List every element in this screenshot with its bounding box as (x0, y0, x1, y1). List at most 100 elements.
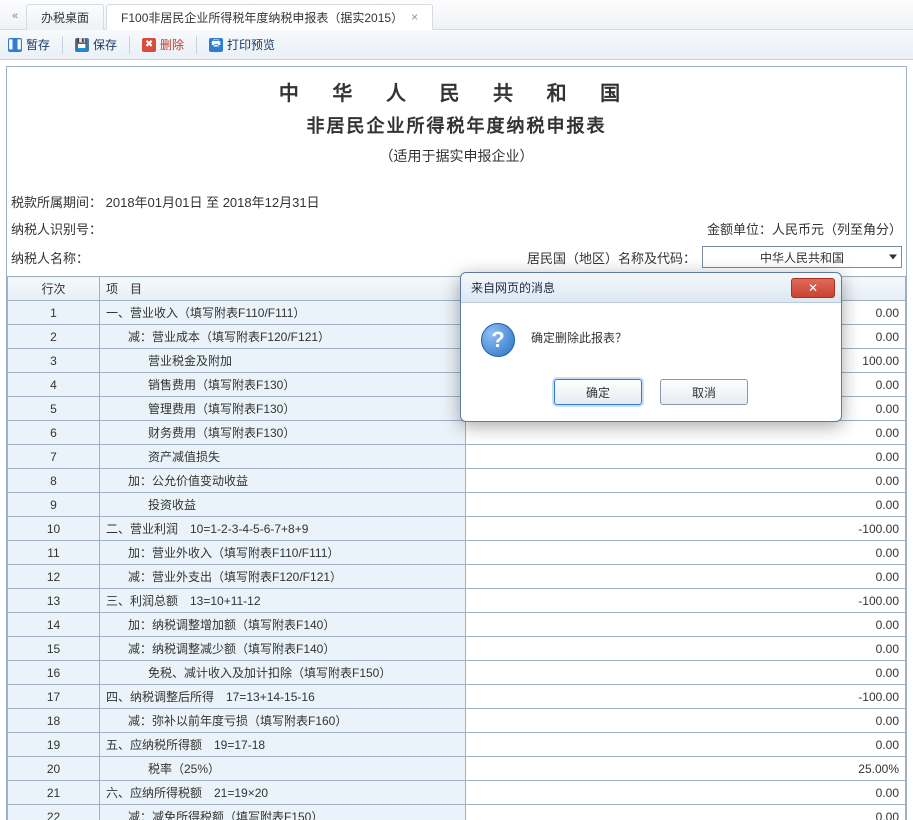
period-line: 税款所属期间： 2018年01月01日 至 2018年12月31日 (11, 192, 320, 211)
table-row: 17四、纳税调整后所得 17=13+14-15-16-100.00 (8, 685, 906, 709)
table-row: 11加：营业外收入（填写附表F110/F111）0.00 (8, 541, 906, 565)
row-number: 20 (8, 757, 100, 781)
row-number: 8 (8, 469, 100, 493)
row-amount[interactable]: 0.00 (466, 493, 906, 517)
table-row: 18减：弥补以前年度亏损（填写附表F160）0.00 (8, 709, 906, 733)
row-number: 2 (8, 325, 100, 349)
row-number: 21 (8, 781, 100, 805)
row-amount[interactable]: 25.00% (466, 757, 906, 781)
table-row: 12减：营业外支出（填写附表F120/F121）0.00 (8, 565, 906, 589)
row-item: 加：纳税调整增加额（填写附表F140） (100, 613, 466, 637)
row-item: 免税、减计收入及加计扣除（填写附表F150） (100, 661, 466, 685)
print-label: 打印预览 (227, 36, 275, 53)
row-number: 12 (8, 565, 100, 589)
row-item: 减：营业成本（填写附表F120/F121） (100, 325, 466, 349)
table-row: 7资产减值损失0.00 (8, 445, 906, 469)
row-number: 13 (8, 589, 100, 613)
close-icon[interactable]: × (411, 10, 418, 24)
tab-f100-form[interactable]: F100非居民企业所得税年度纳税申报表（据实2015） × (106, 4, 433, 30)
row-item: 四、纳税调整后所得 17=13+14-15-16 (100, 685, 466, 709)
delete-label: 删除 (160, 36, 184, 53)
table-row: 6财务费用（填写附表F130）0.00 (8, 421, 906, 445)
row-amount[interactable]: 0.00 (466, 541, 906, 565)
pause-button[interactable]: ❚❚ 暂存 (8, 36, 50, 53)
table-row: 21六、应纳所得税额 21=19×200.00 (8, 781, 906, 805)
row-amount[interactable]: 0.00 (466, 469, 906, 493)
row-amount[interactable]: -100.00 (466, 517, 906, 541)
period-label: 税款所属期间： (11, 195, 102, 210)
row-amount[interactable]: 0.00 (466, 805, 906, 820)
ok-button[interactable]: 确定 (554, 379, 642, 405)
residence-label: 居民国（地区）名称及代码： (527, 248, 696, 267)
tab-bar: « 办税桌面 F100非居民企业所得税年度纳税申报表（据实2015） × (0, 0, 913, 30)
print-preview-button[interactable]: 🖶 打印预览 (209, 36, 275, 53)
save-button[interactable]: 💾 保存 (75, 36, 117, 53)
row-amount[interactable]: 0.00 (466, 445, 906, 469)
cancel-button[interactable]: 取消 (660, 379, 748, 405)
tab-label: F100非居民企业所得税年度纳税申报表（据实2015） (121, 9, 403, 26)
row-number: 14 (8, 613, 100, 637)
row-item: 管理费用（填写附表F130） (100, 397, 466, 421)
residence-select[interactable]: 中华人民共和国 (702, 246, 902, 268)
row-amount[interactable]: 0.00 (466, 733, 906, 757)
dialog-text: 确定删除此报表？ (531, 323, 627, 346)
row-amount[interactable]: 0.00 (466, 613, 906, 637)
form-page: 中 华 人 民 共 和 国 非居民企业所得税年度纳税申报表 （适用于据实申报企业… (6, 66, 907, 820)
row-amount[interactable]: -100.00 (466, 589, 906, 613)
header-row-num: 行次 (8, 277, 100, 301)
table-row: 8加：公允价值变动收益0.00 (8, 469, 906, 493)
taxpayer-id-label: 纳税人识别号： (11, 222, 102, 237)
dialog-buttons: 确定 取消 (461, 371, 841, 421)
row-item: 销售费用（填写附表F130） (100, 373, 466, 397)
row-number: 16 (8, 661, 100, 685)
dialog-title: 来自网页的消息 (471, 279, 555, 296)
tab-desktop[interactable]: 办税桌面 (26, 4, 104, 30)
row-amount[interactable]: 0.00 (466, 709, 906, 733)
title-block: 中 华 人 民 共 和 国 非居民企业所得税年度纳税申报表 （适用于据实申报企业… (7, 67, 906, 170)
row-item: 二、营业利润 10=1-2-3-4-5-6-7+8+9 (100, 517, 466, 541)
form-subtitle: （适用于据实申报企业） (7, 146, 906, 166)
row-amount[interactable]: 0.00 (466, 637, 906, 661)
row-item: 投资收益 (100, 493, 466, 517)
row-amount[interactable]: -100.00 (466, 685, 906, 709)
table-row: 19五、应纳税所得额 19=17-180.00 (8, 733, 906, 757)
row-item: 五、应纳税所得额 19=17-18 (100, 733, 466, 757)
toolbar-separator (62, 36, 63, 54)
row-number: 9 (8, 493, 100, 517)
row-item: 税率（25%） (100, 757, 466, 781)
row-amount[interactable]: 0.00 (466, 781, 906, 805)
table-row: 9投资收益0.00 (8, 493, 906, 517)
row-number: 11 (8, 541, 100, 565)
residence-value: 中华人民共和国 (760, 249, 844, 266)
save-icon: 💾 (75, 38, 89, 52)
row-amount[interactable]: 0.00 (466, 421, 906, 445)
delete-icon: ✖ (142, 38, 156, 52)
table-row: 15减：纳税调整减少额（填写附表F140）0.00 (8, 637, 906, 661)
table-row: 16免税、减计收入及加计扣除（填写附表F150）0.00 (8, 661, 906, 685)
currency-unit-label: 金额单位：人民币元（列至角分） (707, 219, 902, 238)
save-label: 保存 (93, 36, 117, 53)
meta-block: 税款所属期间： 2018年01月01日 至 2018年12月31日 纳税人识别号… (7, 170, 906, 276)
row-item: 减：纳税调整减少额（填写附表F140） (100, 637, 466, 661)
row-number: 3 (8, 349, 100, 373)
table-row: 14加：纳税调整增加额（填写附表F140）0.00 (8, 613, 906, 637)
print-icon: 🖶 (209, 38, 223, 52)
row-number: 10 (8, 517, 100, 541)
table-row: 13三、利润总额 13=10+11-12-100.00 (8, 589, 906, 613)
row-item: 资产减值损失 (100, 445, 466, 469)
dialog-titlebar[interactable]: 来自网页的消息 ✕ (461, 273, 841, 303)
question-icon: ? (481, 323, 515, 357)
row-item: 三、利润总额 13=10+11-12 (100, 589, 466, 613)
pause-label: 暂存 (26, 36, 50, 53)
delete-button[interactable]: ✖ 删除 (142, 36, 184, 53)
tabs-collapse-button[interactable]: « (4, 3, 26, 29)
row-item: 六、应纳所得税额 21=19×20 (100, 781, 466, 805)
content-area: 中 华 人 民 共 和 国 非居民企业所得税年度纳税申报表 （适用于据实申报企业… (0, 60, 913, 820)
row-number: 6 (8, 421, 100, 445)
toolbar-separator (129, 36, 130, 54)
table-row: 10二、营业利润 10=1-2-3-4-5-6-7+8+9-100.00 (8, 517, 906, 541)
row-amount[interactable]: 0.00 (466, 565, 906, 589)
row-amount[interactable]: 0.00 (466, 661, 906, 685)
row-item: 加：营业外收入（填写附表F110/F111） (100, 541, 466, 565)
dialog-close-button[interactable]: ✕ (791, 278, 835, 298)
